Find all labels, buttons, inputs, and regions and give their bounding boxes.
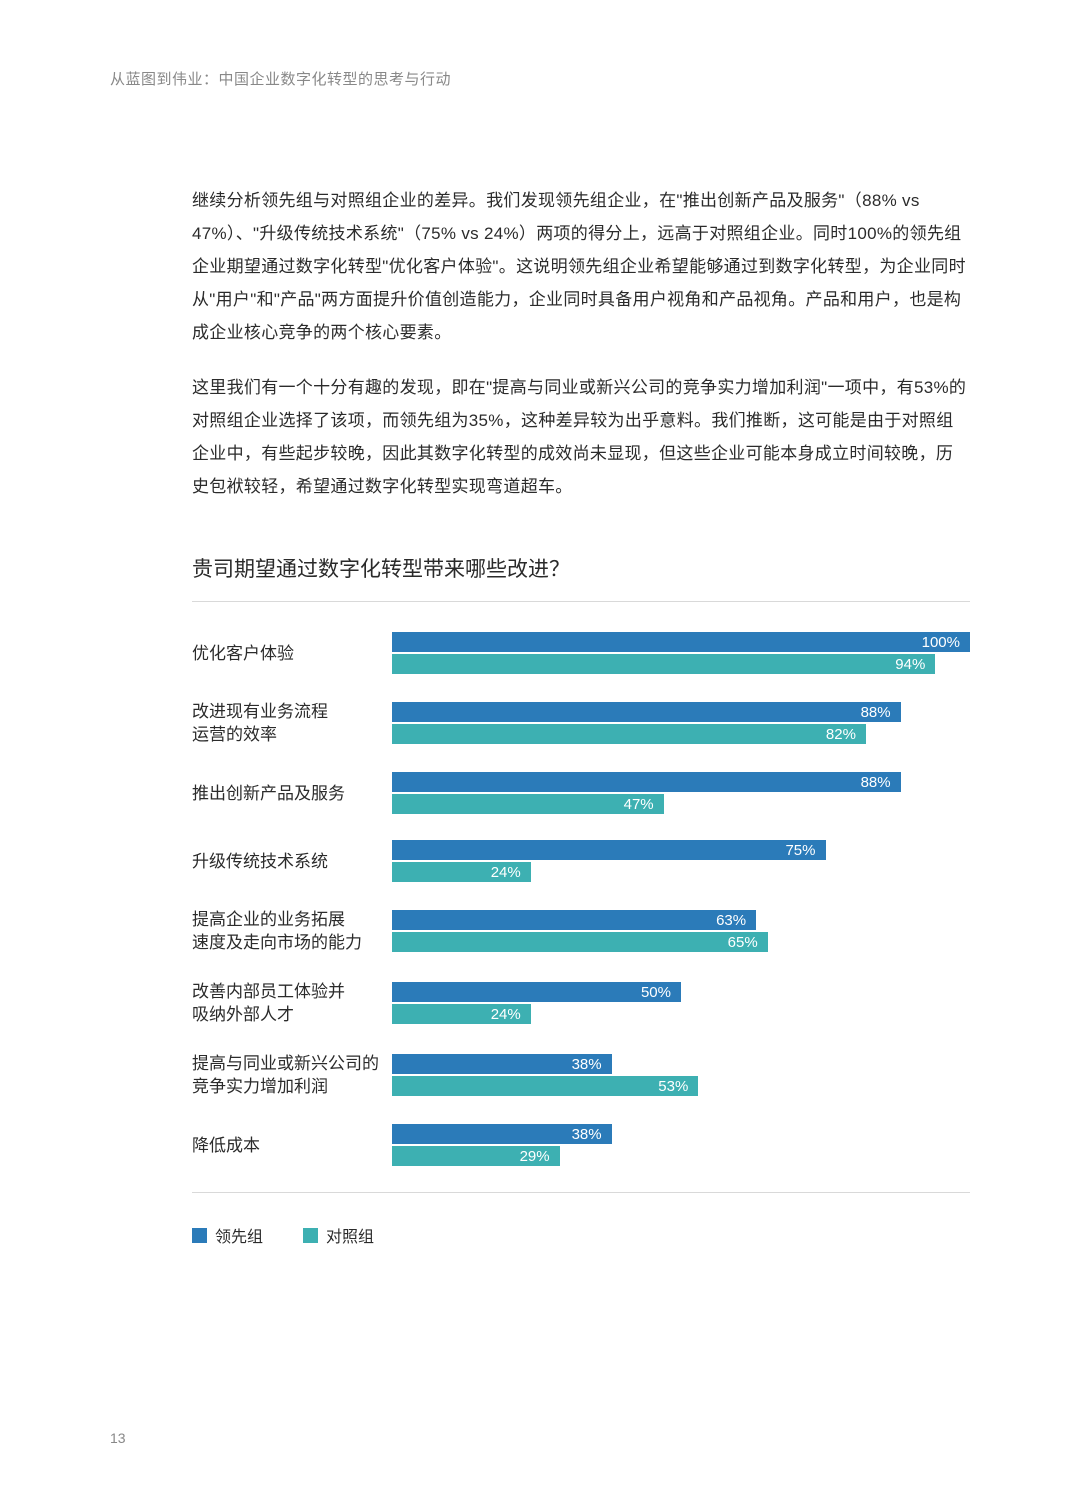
chart-title: 贵司期望通过数字化转型带来哪些改进？ <box>192 553 970 583</box>
chart-bars: 75% 24% <box>392 840 970 882</box>
legend-item-b: 对照组 <box>303 1223 374 1247</box>
chart-row-label: 提高企业的业务拓展速度及走向市场的能力 <box>192 908 392 954</box>
legend-label-a: 领先组 <box>215 1223 263 1247</box>
bar-a-fill: 75% <box>392 840 826 860</box>
paragraph-1: 继续分析领先组与对照组企业的差异。我们发现领先组企业，在"推出创新产品及服务"（… <box>192 184 970 349</box>
page-number: 13 <box>110 1430 126 1446</box>
bar-value-label: 75% <box>785 842 825 859</box>
bar-a: 88% <box>392 702 970 722</box>
bar-a-fill: 63% <box>392 910 756 930</box>
chart-row-label: 推出创新产品及服务 <box>192 772 392 814</box>
bar-b: 24% <box>392 1004 970 1024</box>
chart-area: 优化客户体验100%94%改进现有业务流程运营的效率88%82%推出创新产品及服… <box>192 632 970 1166</box>
bar-a: 38% <box>392 1054 970 1074</box>
bar-value-label: 100% <box>922 634 970 651</box>
bar-value-label: 82% <box>826 726 866 743</box>
bar-b-fill: 24% <box>392 1004 531 1024</box>
chart-row: 改善内部员工体验并吸纳外部人才 50% 24% <box>192 980 970 1026</box>
legend-item-a: 领先组 <box>192 1223 263 1247</box>
bar-b: 29% <box>392 1146 970 1166</box>
bar-b: 47% <box>392 794 970 814</box>
chart-row-label: 升级传统技术系统 <box>192 840 392 882</box>
chart-legend: 领先组 对照组 <box>192 1223 970 1247</box>
bar-a: 88% <box>392 772 970 792</box>
chart-row-label: 改进现有业务流程运营的效率 <box>192 700 392 746</box>
chart-row: 推出创新产品及服务 88% 47% <box>192 772 970 814</box>
bar-b-fill: 65% <box>392 932 768 952</box>
chart-bars: 63%65% <box>392 908 970 954</box>
bar-b: 65% <box>392 932 970 952</box>
bar-value-label: 94% <box>895 656 935 673</box>
bar-b-fill: 24% <box>392 862 531 882</box>
chart-row: 改进现有业务流程运营的效率88%82% <box>192 700 970 746</box>
chart-bottom-divider <box>192 1192 970 1193</box>
bar-value-label: 53% <box>658 1078 698 1095</box>
legend-label-b: 对照组 <box>326 1223 374 1247</box>
chart-divider <box>192 601 970 602</box>
bar-b-fill: 47% <box>392 794 664 814</box>
chart-bars: 38% 53% <box>392 1052 970 1098</box>
header-title: 从蓝图到伟业：中国企业数字化转型的思考与行动 <box>110 68 970 89</box>
bar-a: 100% <box>392 632 970 652</box>
bar-value-label: 38% <box>572 1126 612 1143</box>
bar-value-label: 65% <box>728 934 768 951</box>
bar-b: 94% <box>392 654 970 674</box>
bar-a: 63% <box>392 910 970 930</box>
chart-row: 提高企业的业务拓展速度及走向市场的能力63%65% <box>192 908 970 954</box>
legend-swatch-b <box>303 1228 318 1243</box>
paragraph-2: 这里我们有一个十分有趣的发现，即在"提高与同业或新兴公司的竞争实力增加利润"一项… <box>192 371 970 503</box>
bar-b: 24% <box>392 862 970 882</box>
chart-row-label: 优化客户体验 <box>192 632 392 674</box>
bar-b: 53% <box>392 1076 970 1096</box>
chart-row: 优化客户体验 100% 94% <box>192 632 970 674</box>
chart-bars: 50% 24% <box>392 980 970 1026</box>
bar-value-label: 50% <box>641 984 681 1001</box>
bar-a-fill: 88% <box>392 772 901 792</box>
bar-value-label: 38% <box>572 1056 612 1073</box>
chart-bars: 88% 47% <box>392 772 970 814</box>
legend-swatch-a <box>192 1228 207 1243</box>
bar-b-fill: 53% <box>392 1076 698 1096</box>
body-section: 继续分析领先组与对照组企业的差异。我们发现领先组企业，在"推出创新产品及服务"（… <box>192 184 970 1247</box>
bar-a-fill: 38% <box>392 1054 612 1074</box>
chart-row-label: 提高与同业或新兴公司的竞争实力增加利润 <box>192 1052 392 1098</box>
bar-a-fill: 100% <box>392 632 970 652</box>
bar-a: 38% <box>392 1124 970 1144</box>
bar-value-label: 47% <box>624 796 664 813</box>
bar-a-fill: 38% <box>392 1124 612 1144</box>
chart-row: 升级传统技术系统 75% 24% <box>192 840 970 882</box>
chart-row-label: 降低成本 <box>192 1124 392 1166</box>
bar-a-fill: 88% <box>392 702 901 722</box>
bar-b-fill: 94% <box>392 654 935 674</box>
bar-a: 50% <box>392 982 970 1002</box>
chart-row: 降低成本 38% 29% <box>192 1124 970 1166</box>
chart-bars: 88%82% <box>392 700 970 746</box>
chart-bars: 100% 94% <box>392 632 970 674</box>
bar-value-label: 24% <box>491 1006 531 1023</box>
bar-a: 75% <box>392 840 970 860</box>
bar-value-label: 63% <box>716 912 756 929</box>
bar-value-label: 24% <box>491 864 531 881</box>
bar-value-label: 88% <box>861 704 901 721</box>
bar-b: 82% <box>392 724 970 744</box>
page: 从蓝图到伟业：中国企业数字化转型的思考与行动 继续分析领先组与对照组企业的差异。… <box>0 0 1080 1491</box>
bar-value-label: 88% <box>861 774 901 791</box>
bar-b-fill: 29% <box>392 1146 560 1166</box>
chart-bars: 38% 29% <box>392 1124 970 1166</box>
bar-value-label: 29% <box>520 1148 560 1165</box>
bar-a-fill: 50% <box>392 982 681 1002</box>
chart-row-label: 改善内部员工体验并吸纳外部人才 <box>192 980 392 1026</box>
chart-row: 提高与同业或新兴公司的竞争实力增加利润 38% 53% <box>192 1052 970 1098</box>
bar-b-fill: 82% <box>392 724 866 744</box>
